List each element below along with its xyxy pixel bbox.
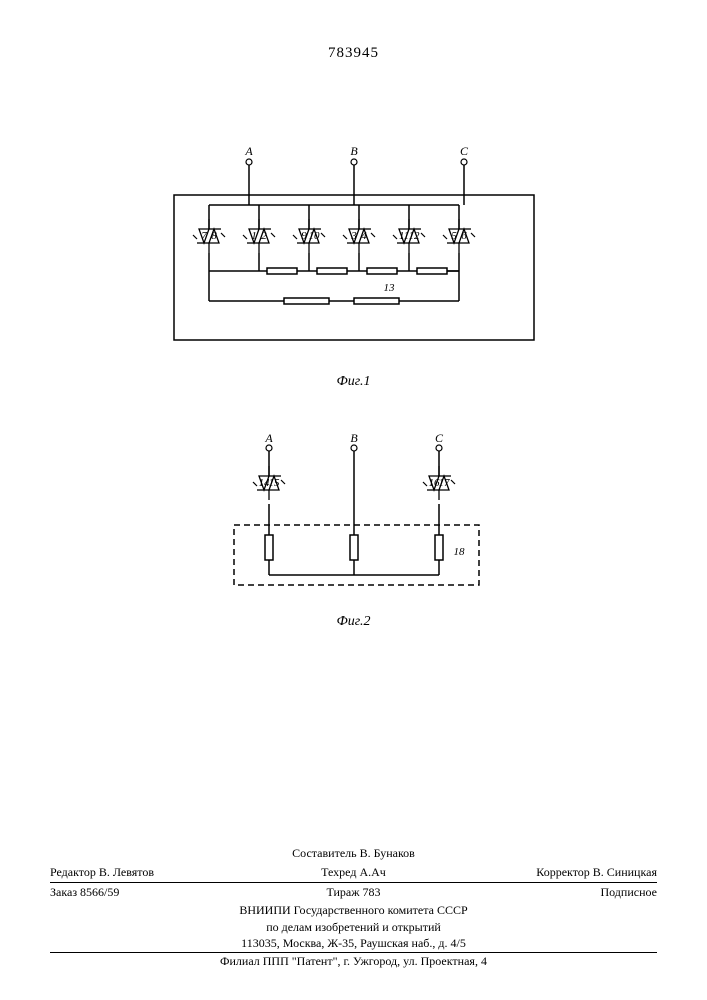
svg-text:C: C xyxy=(434,431,443,445)
footer-compiler: Составитель В. Бунаков xyxy=(252,845,454,862)
footer-sub: Подписное xyxy=(455,884,657,901)
svg-text:6: 6 xyxy=(461,230,467,242)
svg-text:A: A xyxy=(244,144,253,158)
footer-corrector: Корректор В. Синицкая xyxy=(455,864,657,881)
svg-text:7: 7 xyxy=(201,230,207,242)
svg-text:4: 4 xyxy=(361,230,367,242)
footer: Составитель В. Бунаков Редактор В. Левят… xyxy=(50,844,657,970)
svg-text:1: 1 xyxy=(251,230,257,242)
svg-text:C: C xyxy=(459,144,468,158)
fig2-caption: Фиг.2 xyxy=(199,614,509,630)
fig1-caption: Фиг.1 xyxy=(154,374,554,390)
footer-line3: ВНИИПИ Государственного комитета СССР xyxy=(50,902,657,919)
footer-line6: Филиал ППП "Патент", г. Ужгород, ул. Про… xyxy=(50,953,657,970)
footer-editor: Редактор В. Левятов xyxy=(50,864,252,881)
footer-row-1: Редактор В. Левятов Техред А.Ач Корректо… xyxy=(50,863,657,883)
svg-text:B: B xyxy=(350,431,358,445)
figure-1: ABC78129103411125613 Фиг.1 xyxy=(154,140,554,390)
footer-tech: Техред А.Ач xyxy=(252,864,454,881)
footer-line5: 113035, Москва, Ж-35, Раушская наб., д. … xyxy=(50,935,657,953)
svg-text:A: A xyxy=(264,431,273,445)
svg-text:10: 10 xyxy=(308,230,320,242)
patent-number: 783945 xyxy=(328,45,379,62)
svg-text:8: 8 xyxy=(211,230,217,242)
footer-order: Заказ 8566/59 xyxy=(50,884,252,901)
svg-text:9: 9 xyxy=(301,230,307,242)
svg-text:17: 17 xyxy=(438,477,450,489)
figure-2: ABC1415161718 Фиг.2 xyxy=(199,430,509,630)
footer-row-2: Заказ 8566/59 Тираж 783 Подписное xyxy=(50,883,657,902)
svg-text:5: 5 xyxy=(451,230,457,242)
svg-text:13: 13 xyxy=(383,282,395,294)
svg-text:2: 2 xyxy=(261,230,267,242)
fig2-svg: ABC1415161718 xyxy=(199,430,509,610)
svg-text:B: B xyxy=(350,144,358,158)
svg-text:18: 18 xyxy=(453,546,465,558)
svg-text:15: 15 xyxy=(268,477,280,489)
svg-text:3: 3 xyxy=(350,230,357,242)
footer-compiler-row: Составитель В. Бунаков xyxy=(50,844,657,863)
fig1-svg: ABC78129103411125613 xyxy=(154,140,554,370)
footer-line4: по делам изобретений и открытий xyxy=(50,919,657,936)
svg-text:12: 12 xyxy=(408,230,420,242)
footer-tiraz: Тираж 783 xyxy=(252,884,454,901)
